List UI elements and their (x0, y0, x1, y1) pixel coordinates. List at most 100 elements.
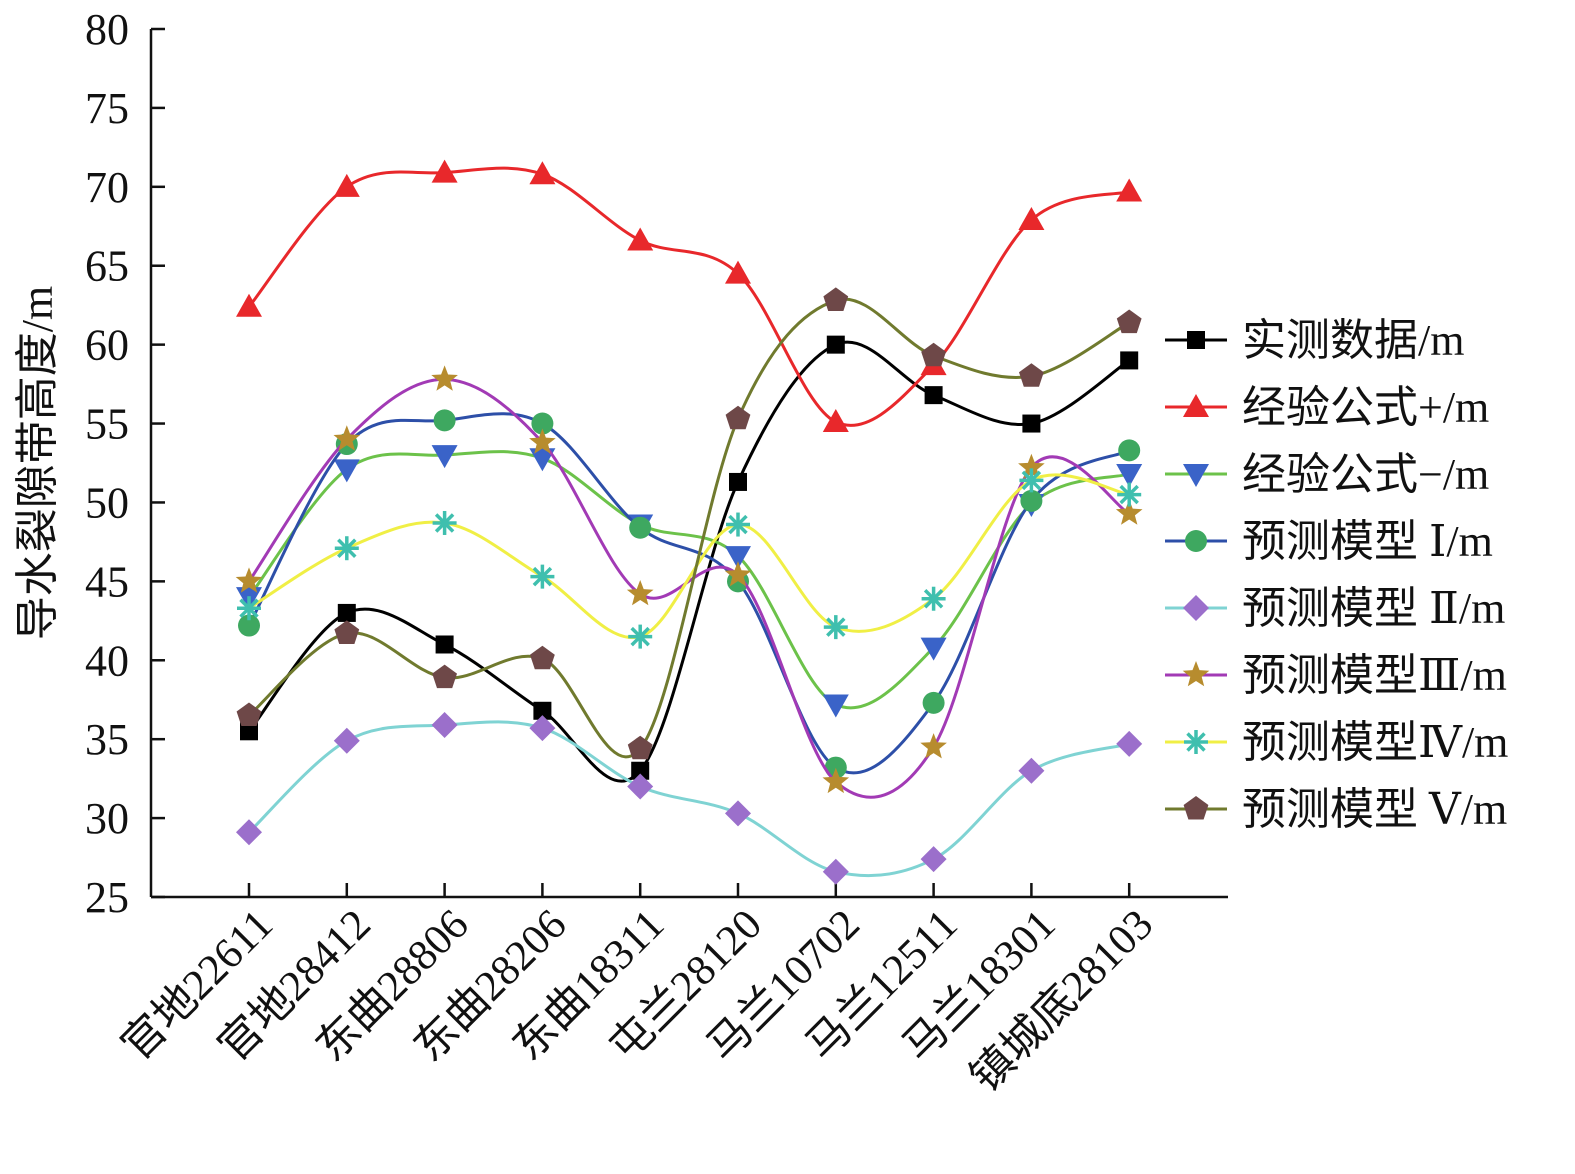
data-point (334, 536, 359, 561)
data-point (236, 819, 262, 846)
data-point (725, 260, 751, 284)
legend-label: 预测模型 Ⅱ/m (1242, 584, 1505, 633)
data-point (431, 711, 458, 738)
series-line (247, 450, 1130, 710)
legend-label: 经验公式+/m (1242, 383, 1489, 432)
data-point (431, 445, 458, 469)
data-point (237, 596, 261, 621)
legend-item: 预测模型 Ⅰ/m (1165, 517, 1493, 566)
data-point (433, 409, 456, 432)
data-point (627, 227, 654, 251)
data-point (631, 761, 650, 780)
y-tick-label: 40 (85, 636, 129, 685)
y-ticks: 25 30 35 40 45 50 55 60 65 70 75 80 (85, 5, 165, 922)
data-point (1117, 482, 1142, 507)
data-point (1019, 468, 1044, 493)
data-point (726, 512, 750, 537)
legend-item: 经验公式+/m (1165, 383, 1489, 432)
data-point (826, 335, 845, 354)
data-point (725, 405, 751, 430)
legend-marker (1183, 595, 1209, 621)
data-point (529, 715, 556, 742)
data-point (822, 408, 849, 432)
y-tick-label: 55 (85, 400, 129, 449)
data-point (337, 603, 356, 622)
data-point (921, 586, 946, 611)
legend-label: 预测模型Ⅲ/m (1242, 651, 1507, 700)
data-point (238, 614, 260, 637)
data-point (724, 561, 752, 587)
data-point (1022, 414, 1041, 433)
data-point (1018, 453, 1045, 480)
data-point (334, 620, 360, 644)
y-tick-label: 65 (85, 242, 129, 291)
y-tick-label: 45 (85, 557, 129, 606)
data-point (824, 756, 847, 779)
data-point (431, 365, 458, 391)
series-line (247, 340, 1131, 783)
legend-marker (1183, 394, 1209, 417)
data-point (822, 858, 849, 885)
data-point (822, 767, 850, 794)
series-5 (236, 711, 1143, 885)
data-point (1116, 464, 1143, 488)
series-lines (235, 159, 1143, 885)
data-point (725, 546, 751, 570)
legend-item: 预测模型Ⅳ/m (1165, 718, 1508, 767)
legend-marker (1182, 661, 1210, 687)
legend-marker (1184, 730, 1208, 754)
legend-item: 预测模型Ⅲ/m (1165, 651, 1507, 700)
series-7 (237, 468, 1142, 649)
legend: 实测数据/m 经验公式+/m 经验公式−/m 预测模型 Ⅰ/m 预测模型 Ⅱ/m 预测模型… (1165, 316, 1508, 834)
data-point (627, 773, 654, 800)
data-point (1018, 757, 1045, 784)
series-1 (240, 335, 1139, 783)
series-line (247, 166, 1130, 427)
data-point (333, 425, 361, 451)
legend-item: 预测模型 Ⅴ/m (1165, 785, 1507, 834)
data-point (629, 516, 652, 539)
data-point (823, 287, 849, 311)
y-tick-label: 50 (85, 478, 129, 527)
y-axis-title: 导水裂隙带高度/m (13, 286, 62, 640)
data-point (921, 342, 946, 367)
data-point (924, 386, 943, 405)
data-point (236, 293, 262, 317)
legend-marker (1183, 464, 1209, 487)
data-point (236, 702, 262, 726)
series-line (248, 297, 1130, 759)
data-point (529, 428, 556, 454)
data-point (530, 564, 555, 589)
data-point (1019, 363, 1044, 387)
data-point (1020, 489, 1043, 512)
data-point (626, 580, 654, 606)
data-point (920, 637, 947, 661)
x-categories: 官地22611官地28412东曲28806东曲28206东曲18311屯兰281… (113, 883, 1162, 1101)
legend-label: 预测模型 Ⅰ/m (1242, 517, 1493, 566)
data-point (1018, 206, 1045, 230)
data-point (922, 691, 945, 714)
data-point (235, 567, 263, 593)
data-point (1118, 439, 1141, 462)
legend-marker (1183, 796, 1209, 820)
data-point (920, 733, 947, 759)
y-tick-label: 30 (85, 794, 129, 843)
data-point (333, 173, 360, 197)
data-point (240, 722, 258, 741)
data-point (628, 624, 653, 649)
data-point (725, 800, 751, 827)
data-point (333, 459, 360, 483)
data-point (823, 615, 848, 640)
data-point (531, 412, 554, 435)
data-point (529, 448, 556, 472)
series-line (247, 377, 1130, 799)
legend-item: 经验公式−/m (1165, 450, 1489, 499)
series-line (248, 473, 1130, 640)
legend-label: 预测模型 Ⅴ/m (1242, 785, 1507, 834)
legend-label: 实测数据/m (1242, 316, 1464, 365)
data-point (627, 735, 653, 760)
data-point (920, 846, 947, 873)
y-tick-label: 25 (85, 873, 129, 922)
series-2 (236, 159, 1143, 432)
